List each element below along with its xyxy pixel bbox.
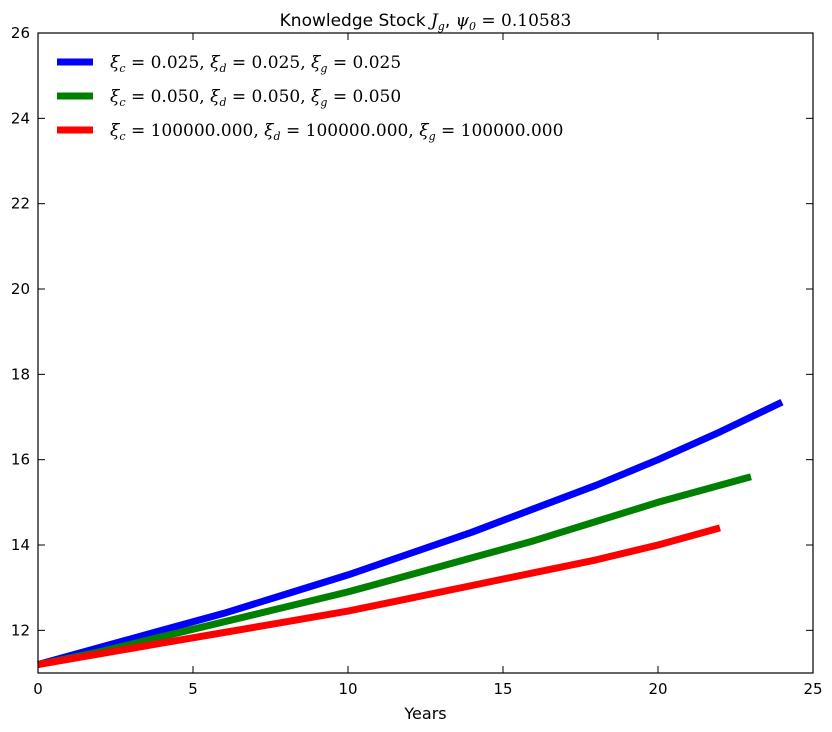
legend: ξc = 0.025, ξd = 0.025, ξg = 0.025 ξc = 0… [57,53,563,143]
x-tick-label: 5 [188,680,198,698]
x-tick-label: 15 [493,680,512,698]
y-tick-label: 14 [11,536,30,554]
y-tick-label: 18 [11,365,30,383]
y-tick-label: 12 [11,621,30,639]
legend-label: ξc = 0.050, ξd = 0.050, ξg = 0.050 [110,87,401,109]
legend-entry-3: ξc = 100000.000, ξd = 100000.000, ξg = 1… [57,121,563,143]
legend-entry-2: ξc = 0.050, ξd = 0.050, ξg = 0.050 [57,87,401,109]
chart-title-parameter: ψ [456,11,470,31]
legend-label: ξc = 0.025, ξd = 0.025, ξg = 0.025 [110,53,401,75]
series-line-3 [37,524,721,668]
y-tick-label: 16 [11,451,30,469]
legend-label: ξc = 100000.000, ξd = 100000.000, ξg = 1… [110,121,563,143]
chart-title: Knowledge Stock Jg, ψ0 = 0.10583 [280,11,572,33]
chart-title-variable: J [428,11,439,31]
legend-entry-1: ξc = 0.025, ξd = 0.025, ξg = 0.025 [57,53,401,75]
x-axis-title: Years [403,704,446,723]
axes-layer: 0 5 10 15 20 25 12 14 16 18 20 22 24 26 [11,24,823,698]
chart-title-variable-subscript: g [438,20,445,33]
chart-title-separator: , [445,11,456,31]
chart-title-parameter-subscript: 0 [469,20,476,33]
y-tick-label: 20 [11,280,30,298]
x-tick-label: 0 [33,680,43,698]
series-line-1 [37,398,784,668]
y-tick-label: 26 [11,24,30,42]
series-layer [37,398,784,668]
chart-title-prefix: Knowledge Stock [280,11,431,31]
y-tick-label: 22 [11,195,30,213]
y-tick-label: 24 [11,109,30,127]
series-line-2 [37,473,752,668]
chart-title-parameter-value: = 0.10583 [476,11,571,31]
x-tick-label: 25 [803,680,822,698]
x-tick-label: 20 [648,680,667,698]
plot-frame [37,32,814,674]
x-tick-label: 10 [338,680,357,698]
